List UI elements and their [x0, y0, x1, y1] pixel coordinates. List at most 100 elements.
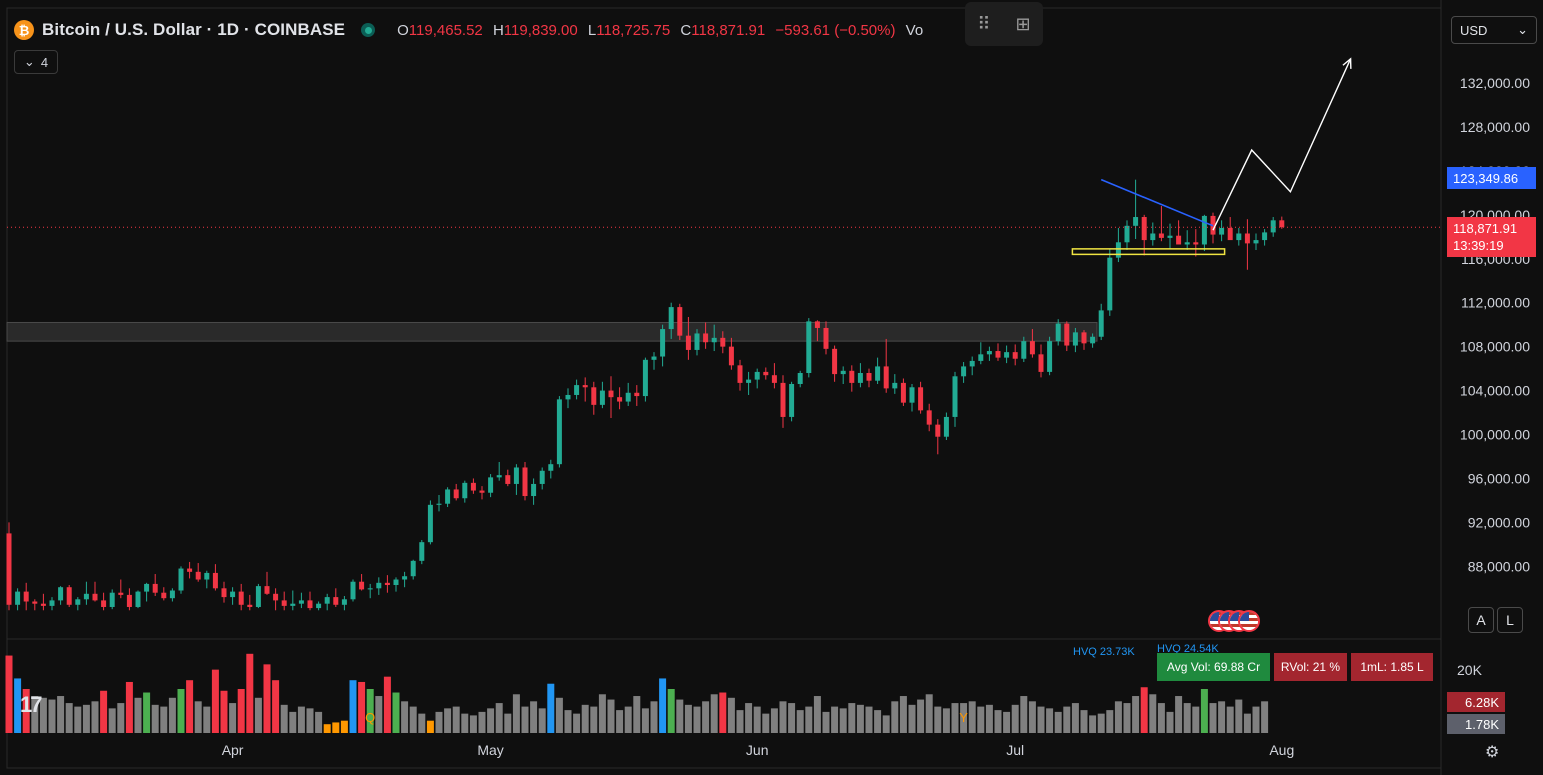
candle-body: [1012, 352, 1018, 359]
candle-body: [436, 503, 442, 505]
candle-body: [1064, 323, 1070, 346]
volume-bar: [727, 697, 735, 733]
candle-body: [255, 586, 261, 607]
candle-body: [221, 588, 227, 598]
chevron-down-icon: ⌄: [23, 54, 35, 69]
support-zone[interactable]: [1071, 248, 1226, 256]
candle-body: [1219, 228, 1225, 235]
candle-body: [531, 483, 537, 497]
volume-bar: [1157, 703, 1165, 733]
projection-arrow[interactable]: [1212, 58, 1352, 231]
candle-body: [660, 329, 666, 357]
date-tick-label: Apr: [222, 742, 244, 758]
volume-bar: [607, 699, 615, 733]
floating-toolbar[interactable]: ⠿ ⊞: [965, 2, 1043, 46]
candle-body: [1176, 235, 1182, 245]
volume-bar: [315, 711, 323, 733]
candle-body: [961, 366, 967, 377]
log-scale-button[interactable]: L: [1497, 607, 1523, 633]
volume-bar: [48, 699, 56, 733]
candle-body: [952, 376, 958, 417]
auto-scale-button[interactable]: A: [1468, 607, 1494, 633]
volume-bar: [100, 690, 108, 733]
candle-body: [247, 604, 253, 607]
descending-trendline[interactable]: [1100, 178, 1214, 227]
candle-body: [333, 597, 339, 605]
volume-bar: [530, 701, 538, 733]
candle-body: [1090, 336, 1096, 344]
candle-body: [178, 568, 184, 591]
volume-bar: [659, 678, 667, 733]
price-tick-label: 92,000.00: [1468, 514, 1530, 530]
volume-bar: [684, 704, 692, 733]
bitcoin-icon: ₿: [14, 20, 34, 40]
high-key: H: [492, 21, 504, 39]
currency-select[interactable]: USD ⌄: [1451, 16, 1537, 44]
chevron-down-icon: ⌄: [1517, 22, 1528, 37]
price-tick-label: 100,000.00: [1460, 427, 1530, 443]
candle-body: [169, 590, 175, 599]
candle-body: [359, 581, 365, 590]
volume-bar: [134, 697, 142, 733]
price-tick-label: 128,000.00: [1460, 119, 1530, 135]
candle-body: [685, 335, 691, 350]
symbol-title[interactable]: Bitcoin / U.S. Dollar · 1D · COINBASE: [42, 20, 346, 39]
candle-body: [238, 591, 244, 605]
volume-bar: [942, 708, 950, 733]
volume-bar: [203, 706, 211, 733]
volume-bar: [856, 704, 864, 733]
market-status-icon[interactable]: [361, 23, 376, 37]
price-tick-label: 96,000.00: [1468, 470, 1530, 486]
candle-body: [582, 385, 588, 388]
candle-body: [15, 591, 21, 605]
candle-body: [384, 582, 390, 586]
drag-handle-icon[interactable]: ⠿: [977, 13, 991, 34]
volume-bar: [1252, 706, 1260, 733]
volume-bar: [246, 653, 254, 733]
volume-bar: [633, 696, 641, 733]
candle-body: [1236, 233, 1242, 241]
volume-bar: [624, 706, 632, 733]
volume-bar: [770, 708, 778, 733]
candle-body: [1098, 310, 1104, 337]
candle-body: [1047, 341, 1053, 372]
avg-vol-box: Avg Vol: 69.88 Cr: [1157, 653, 1270, 681]
resistance-zone[interactable]: [6, 321, 1098, 342]
settings-icon[interactable]: ⚙: [1485, 744, 1500, 761]
candle-body: [83, 593, 89, 600]
indicator-collapse-button[interactable]: ⌄ 4: [14, 50, 58, 74]
volume-bar: [409, 706, 417, 733]
volume-bar: [237, 689, 245, 733]
candle-body: [832, 348, 838, 375]
quarter-marker: Q: [365, 710, 375, 725]
candle-body: [634, 392, 640, 397]
volume-bar: [340, 720, 348, 733]
candle-body: [32, 601, 38, 604]
volume-value: 6.28K: [1465, 694, 1499, 710]
candle-body: [40, 603, 46, 606]
volume-bar: [891, 701, 899, 733]
volume-bar: [590, 706, 598, 733]
candle-body: [462, 482, 468, 499]
us-flag-icon[interactable]: [1238, 610, 1260, 632]
volume-bar: [753, 706, 761, 733]
volume-bar: [418, 713, 426, 733]
candle-body: [995, 351, 1001, 358]
candle-body: [875, 366, 881, 381]
candle-body: [1141, 217, 1147, 241]
volume-bar: [1071, 703, 1079, 733]
candle-body: [806, 321, 812, 374]
volume-bar: [1200, 689, 1208, 733]
candle-body: [797, 373, 803, 384]
add-widget-icon[interactable]: ⊞: [1015, 13, 1031, 34]
volume-bar: [375, 696, 383, 733]
candle-body: [883, 366, 889, 389]
currency-value: USD: [1460, 22, 1488, 38]
economic-events[interactable]: [1208, 610, 1260, 634]
candle-body: [453, 489, 459, 499]
volume-bar: [435, 711, 443, 733]
volume-bar: [899, 696, 907, 733]
date-tick-label: May: [477, 742, 503, 758]
